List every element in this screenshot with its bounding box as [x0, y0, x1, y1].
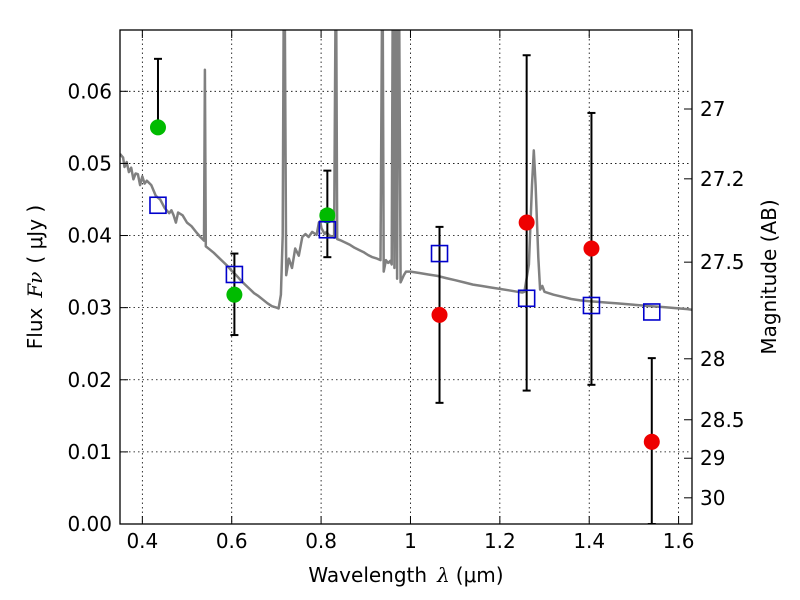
y-axis-label-unit: ( μJy ) — [23, 205, 47, 264]
red-data-point — [583, 240, 600, 257]
red-data-point — [643, 433, 660, 450]
y2-tick-label: 29 — [700, 446, 725, 470]
x-tick-label: 0.6 — [216, 529, 248, 553]
green-data-point — [149, 119, 166, 136]
x-axis-label-symbol: λ — [436, 563, 450, 587]
y-axis-label-symbol: Fν — [23, 272, 47, 299]
x-axis-label-unit: (μm) — [456, 563, 504, 587]
x-tick-label: 1 — [404, 529, 417, 553]
y-tick-label: 0.02 — [67, 368, 112, 392]
y-axis-label: Flux Fν ( μJy ) — [23, 205, 47, 349]
model-flux-square — [517, 289, 536, 308]
x-axis-label-text: Wavelength — [308, 563, 427, 587]
red-data-point — [431, 306, 448, 323]
x-tick-label: 0.8 — [305, 529, 337, 553]
x-tick-label: 0.4 — [126, 529, 158, 553]
markers-layer — [149, 54, 661, 524]
model-spectrum-layer — [120, 30, 692, 312]
y2-tick-label: 28.5 — [700, 408, 745, 432]
model-flux-square — [430, 244, 449, 263]
model-flux-square — [149, 196, 167, 215]
x-tick-label: 1.2 — [484, 529, 516, 553]
y-tick-label: 0.03 — [67, 296, 112, 320]
y-tick-label: 0.00 — [67, 512, 112, 536]
y2-tick-label: 27.5 — [700, 250, 745, 274]
x-tick-label: 1.4 — [573, 529, 605, 553]
red-data-point — [518, 214, 535, 231]
model-flux-square — [642, 303, 661, 321]
x-axis-label: Wavelength λ (μm) — [308, 563, 503, 587]
y2-tick-label: 30 — [700, 486, 725, 510]
model-spectrum-line — [120, 30, 692, 312]
y-tick-label: 0.01 — [67, 440, 112, 464]
y2-tick-label: 27 — [700, 97, 725, 121]
plot-frame — [119, 29, 693, 525]
plot-area — [120, 30, 692, 524]
model-flux-square — [318, 220, 337, 239]
green-data-point — [226, 286, 243, 303]
x-tick-label: 1.6 — [663, 529, 695, 553]
y2-tick-label: 28 — [700, 347, 725, 371]
model-flux-square — [225, 265, 244, 284]
y-tick-label: 0.06 — [67, 79, 112, 103]
model-flux-square — [582, 296, 601, 315]
y-tick-label: 0.05 — [67, 151, 112, 175]
y2-axis-label: Magnitude (AB) — [757, 199, 781, 354]
green-data-point — [319, 207, 336, 224]
axis-ticks: 0.4 0.6 0.8 1 1.2 1.4 1.6 0.00 0.01 0.02 0.03 0.04 0… — [67, 30, 745, 553]
y-axis-label-text: Flux — [23, 307, 47, 349]
y-tick-label: 0.04 — [67, 224, 112, 248]
y2-tick-label: 27.2 — [700, 167, 745, 191]
